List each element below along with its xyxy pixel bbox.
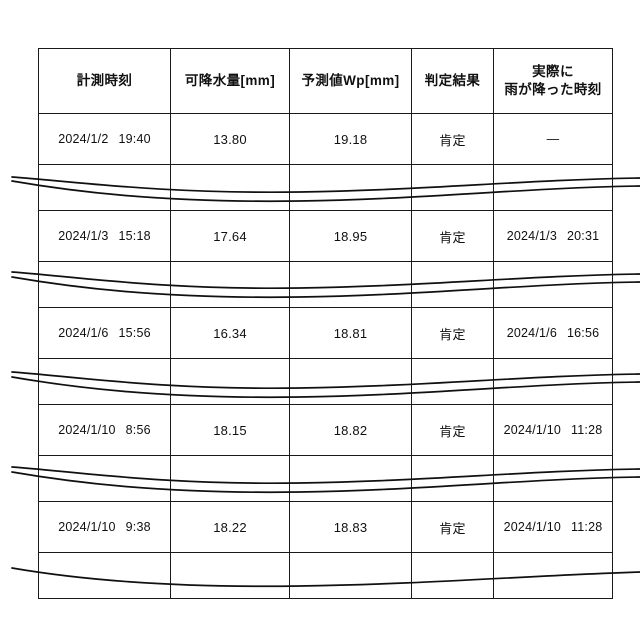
table-break-row [39, 165, 613, 211]
break-cell-actual [494, 262, 613, 308]
break-cell-pwv [171, 165, 290, 211]
break-cell-wp [290, 165, 412, 211]
break-cell-time [39, 262, 171, 308]
table-row: 2024/1/109:3818.2218.83肯定2024/1/1011:28 [39, 502, 613, 553]
cell-result: 肯定 [412, 211, 494, 262]
table-body: 2024/1/219:4013.8019.18肯定— 2024/1/315:18… [39, 114, 613, 599]
break-cell-pwv [171, 553, 290, 599]
cell-time: 2024/1/615:56 [39, 308, 171, 359]
column-header-result: 判定結果 [412, 49, 494, 114]
break-cell-wp [290, 359, 412, 405]
column-header-actual: 実際に 雨が降った時刻 [494, 49, 613, 114]
cell-time: 2024/1/315:18 [39, 211, 171, 262]
break-cell-result [412, 359, 494, 405]
table-row: 2024/1/219:4013.8019.18肯定— [39, 114, 613, 165]
break-cell-actual [494, 553, 613, 599]
column-header-wp: 予測値Wp[mm] [290, 49, 412, 114]
cell-time: 2024/1/219:40 [39, 114, 171, 165]
break-cell-pwv [171, 262, 290, 308]
cell-pwv: 16.34 [171, 308, 290, 359]
break-cell-result [412, 165, 494, 211]
cell-actual: — [494, 114, 613, 165]
cell-result: 肯定 [412, 308, 494, 359]
table-break-row [39, 456, 613, 502]
cell-wp: 18.82 [290, 405, 412, 456]
cell-wp: 18.83 [290, 502, 412, 553]
cell-pwv: 18.15 [171, 405, 290, 456]
column-header-time: 計測時刻 [39, 49, 171, 114]
break-cell-result [412, 553, 494, 599]
column-header-wp-label: 予測値Wp[mm] [292, 72, 409, 90]
cell-wp: 18.95 [290, 211, 412, 262]
column-header-actual-label-line1: 実際に [496, 63, 610, 81]
rain-prediction-table: 計測時刻 可降水量[mm] 予測値Wp[mm] 判定結果 実際に 雨が降った時刻 [38, 48, 613, 599]
break-cell-time [39, 359, 171, 405]
break-cell-actual [494, 456, 613, 502]
cell-actual: 2024/1/1011:28 [494, 405, 613, 456]
break-cell-actual [494, 359, 613, 405]
column-header-result-label: 判定結果 [414, 72, 491, 90]
break-cell-actual [494, 165, 613, 211]
break-cell-result [412, 456, 494, 502]
cell-time: 2024/1/109:38 [39, 502, 171, 553]
cell-result: 肯定 [412, 114, 494, 165]
cell-pwv: 13.80 [171, 114, 290, 165]
cell-actual: 2024/1/616:56 [494, 308, 613, 359]
column-header-time-label: 計測時刻 [41, 72, 168, 90]
break-cell-wp [290, 262, 412, 308]
break-cell-pwv [171, 359, 290, 405]
table-container: 計測時刻 可降水量[mm] 予測値Wp[mm] 判定結果 実際に 雨が降った時刻 [38, 48, 612, 599]
table-row: 2024/1/615:5616.3418.81肯定2024/1/616:56 [39, 308, 613, 359]
column-header-pwv: 可降水量[mm] [171, 49, 290, 114]
table-row: 2024/1/108:5618.1518.82肯定2024/1/1011:28 [39, 405, 613, 456]
break-cell-time [39, 456, 171, 502]
table-break-row-bottom [39, 553, 613, 599]
break-cell-pwv [171, 456, 290, 502]
table-figure: 計測時刻 可降水量[mm] 予測値Wp[mm] 判定結果 実際に 雨が降った時刻 [0, 0, 640, 640]
cell-wp: 19.18 [290, 114, 412, 165]
cell-actual: 2024/1/1011:28 [494, 502, 613, 553]
cell-pwv: 18.22 [171, 502, 290, 553]
cell-result: 肯定 [412, 502, 494, 553]
cell-result: 肯定 [412, 405, 494, 456]
column-header-actual-label-line2: 雨が降った時刻 [496, 81, 610, 99]
cell-time: 2024/1/108:56 [39, 405, 171, 456]
table-row: 2024/1/315:1817.6418.95肯定2024/1/320:31 [39, 211, 613, 262]
cell-pwv: 17.64 [171, 211, 290, 262]
break-cell-time [39, 165, 171, 211]
column-header-pwv-label: 可降水量[mm] [173, 72, 287, 90]
table-break-row [39, 359, 613, 405]
break-cell-wp [290, 553, 412, 599]
cell-actual: 2024/1/320:31 [494, 211, 613, 262]
table-header: 計測時刻 可降水量[mm] 予測値Wp[mm] 判定結果 実際に 雨が降った時刻 [39, 49, 613, 114]
break-cell-result [412, 262, 494, 308]
break-cell-time [39, 553, 171, 599]
table-break-row [39, 262, 613, 308]
break-cell-wp [290, 456, 412, 502]
cell-wp: 18.81 [290, 308, 412, 359]
header-row: 計測時刻 可降水量[mm] 予測値Wp[mm] 判定結果 実際に 雨が降った時刻 [39, 49, 613, 114]
